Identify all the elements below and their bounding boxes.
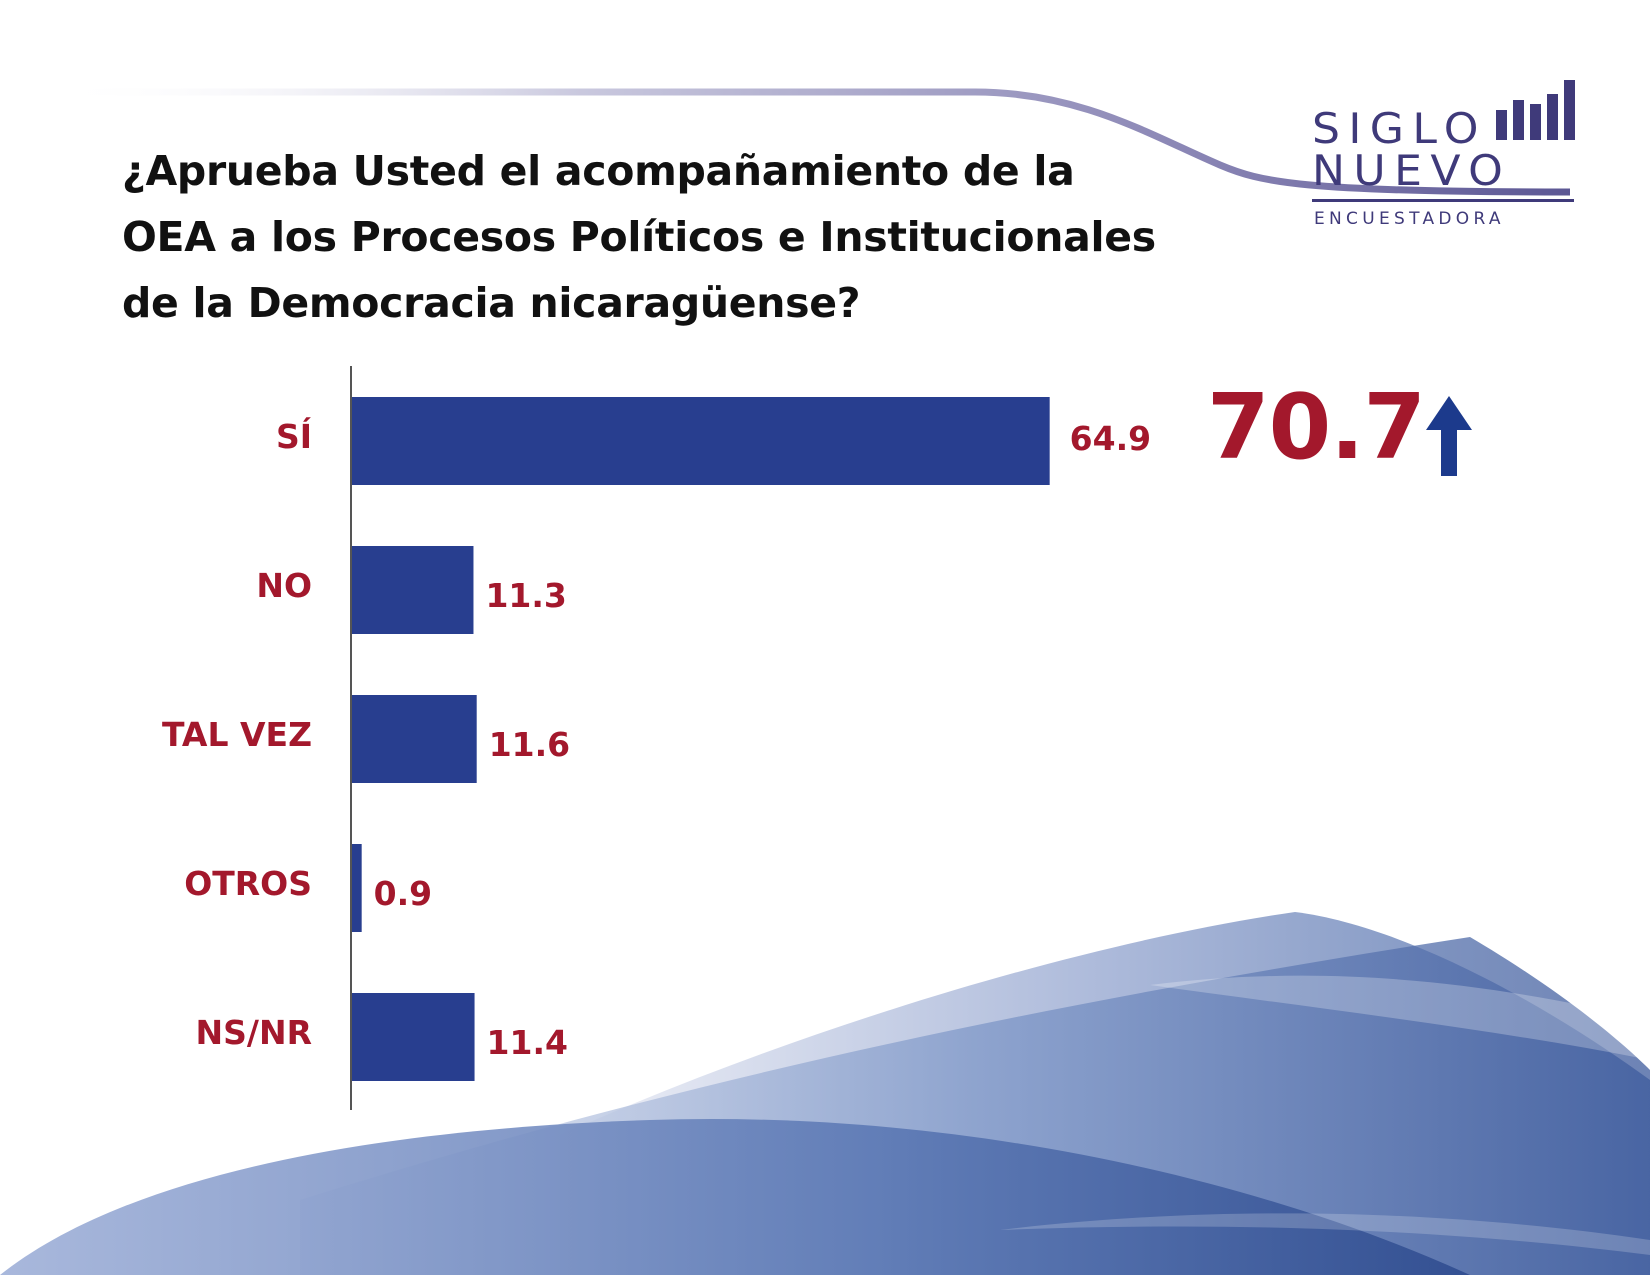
category-label-2: TAL VEZ [161, 715, 312, 754]
bar-4 [352, 993, 475, 1081]
category-label-4: NS/NR [195, 1013, 312, 1052]
bar-1 [352, 546, 474, 634]
wave-front [0, 1118, 1470, 1275]
title-line-3: de la Democracia nicaragüense? [122, 279, 861, 327]
title-line-1: ¿Aprueba Usted el acompañamiento de la [122, 147, 1075, 195]
logo-word-nuevo: NUEVO [1312, 146, 1512, 195]
logo-rule [1312, 199, 1574, 202]
logo-word-encuestadora: ENCUESTADORA [1314, 209, 1505, 229]
category-label-0: SÍ [275, 417, 312, 456]
category-label-3: OTROS [184, 864, 312, 903]
logo-word-siglo: SIGLO [1312, 104, 1487, 153]
category-label-1: NO [256, 566, 312, 605]
bar-2 [352, 695, 477, 783]
wave-streak [1150, 975, 1650, 1060]
logo-bars-icon [1496, 80, 1575, 140]
header-curve [50, 88, 1571, 196]
wave-streak-2 [1000, 1213, 1650, 1255]
question-title: ¿Aprueba Usted el acompañamiento de la O… [122, 138, 1172, 336]
title-line-2: OEA a los Procesos Políticos e Instituci… [122, 213, 1156, 261]
bar-3 [352, 844, 362, 932]
value-label-2: 11.6 [488, 725, 571, 764]
bars-group [352, 397, 1050, 1081]
approval-total: 70.7 [1207, 375, 1426, 480]
value-label-0: 64.9 [1069, 419, 1152, 458]
up-arrow-icon [1426, 396, 1472, 476]
value-label-3: 0.9 [373, 874, 433, 913]
siglo-nuevo-logo: SIGLO NUEVO ENCUESTADORA [1310, 78, 1582, 229]
value-label-4: 11.4 [486, 1023, 568, 1062]
bar-0 [352, 397, 1050, 485]
value-label-1: 11.3 [485, 576, 567, 615]
